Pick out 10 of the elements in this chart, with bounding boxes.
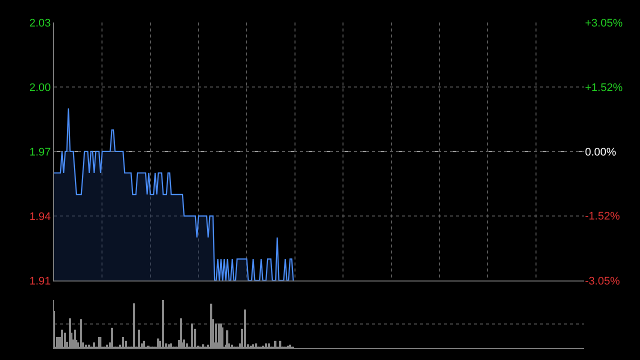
y-tick-label: 2.00 (29, 82, 51, 94)
y2-tick-label: +3.05% (585, 17, 623, 30)
y-tick-label: 1.97 (29, 146, 51, 158)
y2-tick-label: -1.52% (585, 210, 620, 223)
y2-tick-label: 0.00% (585, 146, 616, 158)
y2-tick-label: +1.52% (585, 82, 623, 94)
y-tick-label: 1.94 (29, 210, 51, 223)
y-tick-label: 2.03 (29, 17, 51, 30)
y-tick-label: 1.91 (29, 275, 51, 288)
y2-tick-label: -3.05% (585, 275, 620, 288)
